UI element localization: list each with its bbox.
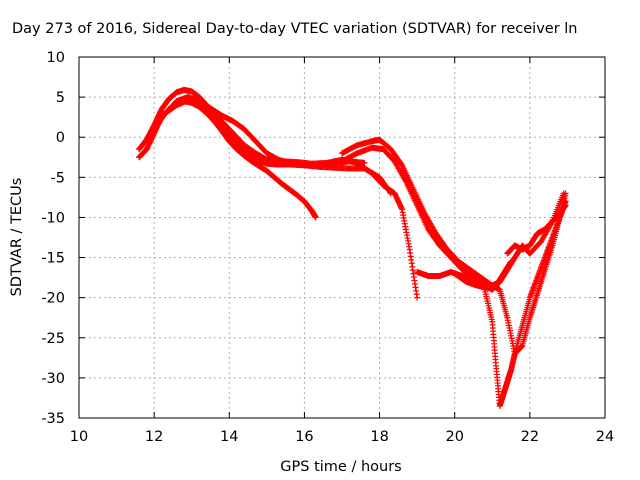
y-tick-label: -35 bbox=[41, 411, 65, 427]
data-point-marker bbox=[562, 190, 569, 197]
data-point-marker bbox=[414, 294, 421, 301]
x-tick-label: 14 bbox=[220, 429, 238, 445]
series-arc-10 bbox=[451, 258, 515, 292]
y-tick-label: -30 bbox=[41, 371, 65, 387]
y-tick-label: -15 bbox=[41, 251, 65, 267]
y-axis-label: SDTVAR / TECUs bbox=[9, 178, 25, 297]
x-tick-label: 16 bbox=[295, 429, 313, 445]
y-tick-label: -5 bbox=[51, 170, 65, 186]
y-tick-label: 0 bbox=[56, 130, 65, 146]
data-point-marker bbox=[312, 214, 319, 221]
x-tick-label: 10 bbox=[70, 429, 88, 445]
data-point-marker bbox=[562, 202, 569, 209]
y-tick-label: -20 bbox=[41, 291, 65, 307]
x-tick-label: 24 bbox=[596, 429, 614, 445]
axis-ticks: 10 12 14 16 18 20 22 24 10 5 0 -5 -10 -15 -20 -25 -30 -35 bbox=[41, 50, 614, 445]
series-arc-4 bbox=[162, 97, 421, 301]
plot-border bbox=[78, 56, 606, 419]
data-point-marker bbox=[361, 159, 368, 166]
y-tick-label: 10 bbox=[47, 50, 65, 66]
y-tick-label: 5 bbox=[56, 90, 65, 106]
x-tick-label: 18 bbox=[370, 429, 388, 445]
y-tick-label: -25 bbox=[41, 331, 65, 347]
chart-title: Day 273 of 2016, Sidereal Day-to-day VTE… bbox=[12, 21, 577, 37]
y-tick-label: -10 bbox=[41, 210, 65, 226]
data-point-marker bbox=[508, 258, 515, 265]
data-points bbox=[136, 86, 569, 409]
x-tick-label: 12 bbox=[145, 429, 163, 445]
series-arc-8 bbox=[481, 190, 569, 409]
x-tick-label: 22 bbox=[521, 429, 539, 445]
series-arc-9 bbox=[504, 202, 569, 257]
x-tick-label: 20 bbox=[445, 429, 463, 445]
x-axis-label: GPS time / hours bbox=[280, 459, 401, 475]
